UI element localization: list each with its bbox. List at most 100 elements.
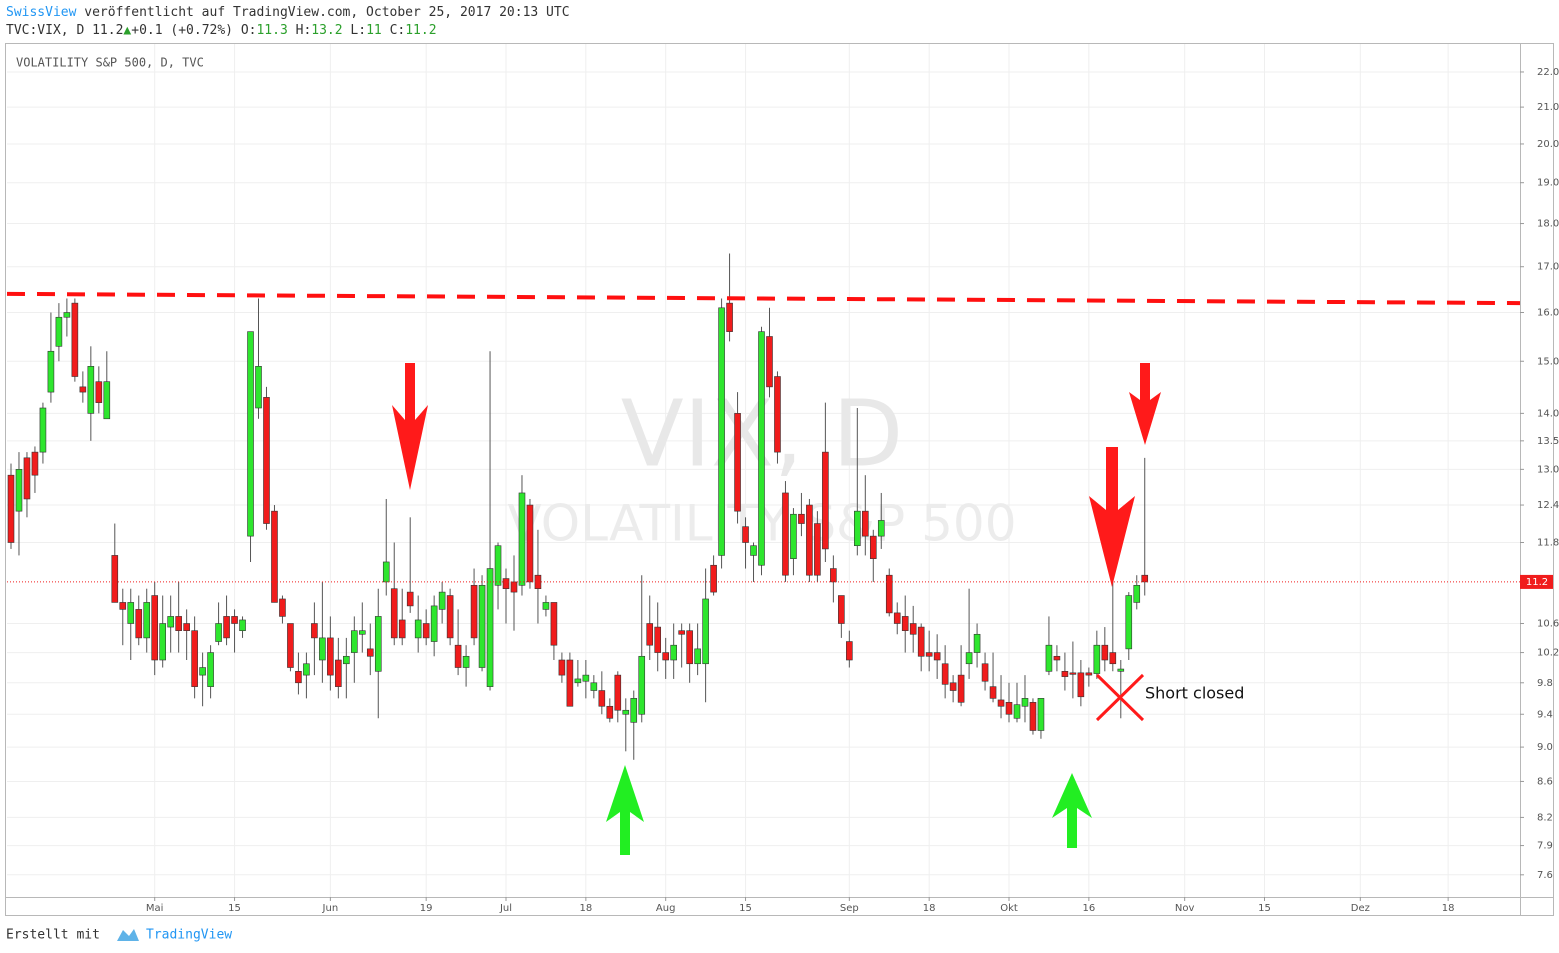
candle-body [726,302,733,332]
candle-body [215,623,222,642]
candle-body [311,623,318,639]
candle-body [646,623,654,646]
candle-body [1077,672,1085,698]
candle-body [119,602,127,610]
candle-body [1053,655,1061,661]
candle-body [877,520,885,537]
y-tick-label: 10.6 [1537,619,1559,630]
candle-body [1061,671,1069,677]
x-tick-label: Sep [840,903,859,914]
candle-body [941,663,949,685]
y-tick-label: 13.0 [1537,464,1559,475]
candle-body [358,630,366,635]
annotation-text: Short closed [1145,684,1244,703]
candle-body [949,682,957,691]
change: +0.1 (+0.72%) [131,23,233,38]
candle-body [151,595,159,661]
candle-body [1045,644,1053,672]
candle-body [398,619,406,639]
candle-body [23,457,31,500]
candle-body [933,652,941,661]
candle-body [574,678,582,684]
candle-body [1117,668,1125,672]
candle-body [390,588,398,639]
candle-body [303,663,310,676]
candle-body [766,336,773,388]
candle-body [790,513,797,559]
candle-body [255,366,262,409]
candle-body [869,535,877,559]
candles [7,253,1149,760]
author[interactable]: SwissView [6,5,77,20]
candle-body [1101,644,1109,661]
candle-body [1037,698,1045,731]
c-label: C: [389,23,406,38]
candle-body [710,564,717,593]
candle-body [462,655,470,668]
candle-body [686,630,693,665]
x-tick-label: 15 [228,903,241,914]
y-tick-label: 7.9 [1537,841,1553,852]
candle-body [997,699,1005,707]
candle-body [542,602,550,610]
candle-body [1085,672,1093,676]
y-tick-label: 22.0 [1537,67,1559,78]
candle-body [470,584,478,639]
y-tick-label: 15.0 [1537,356,1559,367]
candle-body [1005,701,1013,715]
x-tick-label: Mai [146,903,164,914]
y-tick-label: 20.0 [1537,139,1559,150]
candle-body [295,671,302,684]
candle-body [478,584,486,668]
candle-body [901,616,909,631]
candle-body [662,652,669,661]
candle-body [271,510,278,603]
candle-body [973,633,981,653]
l-label: L: [350,23,367,38]
candle-body [454,644,462,668]
candle-body [526,504,534,583]
candle-body [758,331,765,566]
candle-body [965,652,973,665]
annotations: Short closed [392,363,1244,855]
y-tick-label: 13.5 [1537,436,1559,447]
candle-body [718,307,725,556]
y-tick-label: 11.8 [1537,538,1559,549]
candle-body [63,312,71,318]
candle-body [885,574,893,614]
candle-body [79,386,87,393]
candle-body [638,655,646,715]
chart-title: VOLATILITY S&P 500, D, TVC [16,56,204,70]
brand-logo [117,929,139,941]
candle-body [95,381,103,403]
h-label: H: [295,23,312,38]
o-label: O: [240,23,257,38]
last-price-box [1520,574,1553,589]
published: veröffentlicht auf TradingView.com, Octo… [84,5,570,20]
candle-body [1013,704,1021,719]
candle-body [486,568,494,687]
footer-made-with: Erstellt mit [6,928,100,943]
up-triangle: ▲ [123,23,132,38]
candle-body [774,376,781,453]
candle-body [422,623,430,639]
resistance-line [6,291,1521,306]
candle-body [263,397,270,524]
x-tick-label: Dez [1351,903,1370,914]
footer-brand[interactable]: TradingView [146,928,232,943]
h-value: 13.2 [311,23,343,38]
header-line-1: SwissView veröffentlicht auf TradingView… [6,5,570,20]
symbol: TVC:VIX, D [6,23,85,38]
candle-body [518,492,526,586]
down-arrow [1129,363,1161,445]
candle-body [319,637,326,661]
candle-body [702,598,709,665]
candle-body [55,316,63,347]
candle-body [494,545,502,586]
candle-body [909,623,917,635]
x-tick-label: Aug [656,903,676,914]
x-tick-label: 19 [420,903,433,914]
up-arrow [606,765,644,855]
candle-body [614,674,622,711]
y-tick-label: 16.0 [1537,308,1559,319]
